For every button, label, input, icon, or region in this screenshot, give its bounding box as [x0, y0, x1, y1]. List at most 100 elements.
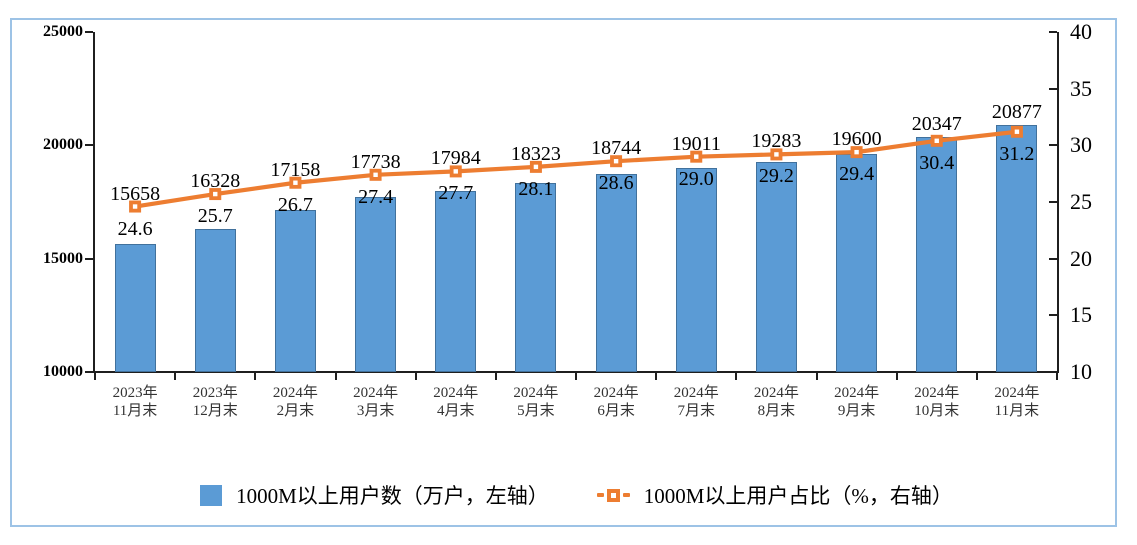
line-marker-center: [453, 169, 458, 174]
legend-line-label: 1000M以上用户占比（%，右轴）: [643, 484, 953, 508]
right-axis-line: [1057, 32, 1059, 372]
right-axis-tick: [1049, 201, 1057, 203]
left-axis-tick: [85, 31, 93, 33]
legend-item-line-series: 1000M以上用户占比（%，右轴）: [596, 480, 953, 510]
bar: [355, 196, 397, 372]
line-marker-center: [613, 159, 619, 164]
bar-value-label: 17984: [430, 147, 481, 170]
left-axis-tick-label: 25000: [43, 23, 83, 40]
right-axis-tick: [1049, 257, 1057, 260]
x-axis-tick: [414, 372, 417, 380]
x-tick-label: 2024年 4月末: [433, 385, 479, 419]
bar: [194, 228, 236, 372]
right-axis-tick: [1049, 87, 1057, 90]
x-axis-tick: [655, 372, 658, 380]
line-value-label: 28.6: [598, 172, 634, 195]
line-value-label: 29.0: [678, 167, 714, 190]
left-axis-tick: [85, 371, 93, 373]
x-tick-label: 2023年 12月末: [192, 385, 238, 419]
right-axis-tick: [1049, 314, 1057, 317]
line-value-label: 29.2: [758, 165, 794, 188]
x-tick-label: 2024年 10月末: [914, 385, 960, 419]
x-axis-tick: [575, 372, 577, 380]
line-value-label: 27.7: [438, 182, 474, 205]
left-axis-tick-label: 10000: [43, 363, 83, 380]
x-tick-label: 2024年 9月末: [834, 385, 880, 419]
x-axis-tick: [735, 372, 738, 380]
x-tick-label: 2024年 6月末: [593, 385, 639, 419]
bar: [836, 154, 878, 372]
x-axis-tick: [895, 372, 898, 380]
right-axis-tick: [1049, 31, 1057, 33]
right-axis-tick: [1049, 371, 1057, 373]
line-value-label: 29.4: [839, 163, 875, 186]
x-tick-label: 2024年 5月末: [513, 385, 559, 419]
x-axis-tick: [174, 372, 177, 380]
bar-value-label: 18744: [591, 137, 642, 160]
bar-value-label: 19600: [831, 128, 882, 151]
bar-value-label: 15658: [110, 182, 161, 205]
x-axis-tick: [1056, 372, 1058, 380]
bar: [274, 209, 316, 372]
legend: 1000M以上用户数（万户，左轴） 1000M以上用户占比（%，右轴）: [25, 477, 1128, 513]
line-value-label: 26.7: [277, 193, 313, 216]
right-axis-tick-label: 40: [1070, 19, 1092, 44]
x-tick-label: 2024年 7月末: [673, 385, 719, 419]
left-axis-tick-label: 20000: [43, 136, 83, 154]
x-tick-label: 2023年 11月末: [112, 385, 158, 419]
right-axis-tick-label: 15: [1070, 302, 1092, 328]
right-axis-tick-label: 30: [1070, 132, 1092, 158]
bar-value-label: 19011: [671, 132, 721, 155]
right-axis-tick-label: 20: [1070, 245, 1092, 271]
x-tick-label: 2024年 2月末: [272, 385, 318, 419]
right-axis-tick: [1049, 144, 1057, 147]
bar-value-label: 20347: [911, 113, 962, 136]
line-marker-center: [373, 172, 378, 177]
legend-bar-label: 1000M以上用户数（万户，左轴）: [236, 484, 549, 508]
x-tick-label: 2024年 11月末: [994, 385, 1040, 419]
x-axis-tick: [975, 372, 978, 380]
left-axis-tick-label: 15000: [43, 249, 83, 267]
bar-value-label: 20877: [991, 101, 1042, 124]
bar: [595, 173, 637, 372]
line-marker-center: [293, 180, 298, 185]
bar: [755, 161, 797, 372]
bar: [114, 243, 156, 372]
bar: [435, 191, 477, 372]
legend-bar-swatch-icon: [200, 484, 223, 506]
x-axis-tick: [334, 372, 337, 380]
x-axis-tick: [494, 372, 497, 380]
line-marker-center: [694, 154, 699, 159]
line-value-label: 27.4: [358, 185, 394, 208]
x-axis-tick: [254, 372, 257, 380]
x-axis-tick: [94, 372, 96, 380]
left-axis-tick: [85, 257, 93, 260]
line-marker-center: [774, 152, 779, 157]
bar-value-label: 18323: [510, 142, 561, 165]
legend-line-swatch-icon: [596, 488, 630, 502]
right-axis-tick-label: 35: [1070, 75, 1092, 101]
right-axis-tick-label: 10: [1070, 359, 1092, 384]
line-value-label: 28.1: [518, 177, 554, 200]
bar: [675, 167, 717, 372]
bar-value-label: 19283: [751, 130, 802, 153]
bar-value-label: 16328: [190, 170, 241, 193]
line-marker-center: [213, 191, 218, 197]
left-axis-line: [93, 32, 95, 372]
left-axis-tick: [85, 144, 93, 147]
line-value-label: 30.4: [919, 151, 955, 174]
line-value-label: 31.2: [999, 142, 1035, 165]
right-axis-tick-label: 25: [1070, 189, 1092, 214]
bar-value-label: 17738: [350, 150, 401, 173]
bar-value-label: 17158: [270, 158, 321, 181]
legend-item-bar-series: 1000M以上用户数（万户，左轴）: [200, 480, 549, 510]
line-marker-center: [533, 164, 539, 170]
x-tick-label: 2024年 8月末: [753, 385, 799, 419]
line-value-label: 25.7: [197, 205, 233, 228]
x-tick-label: 2024年 3月末: [353, 385, 399, 419]
x-axis-tick: [815, 372, 818, 380]
line-marker-center: [132, 204, 138, 209]
